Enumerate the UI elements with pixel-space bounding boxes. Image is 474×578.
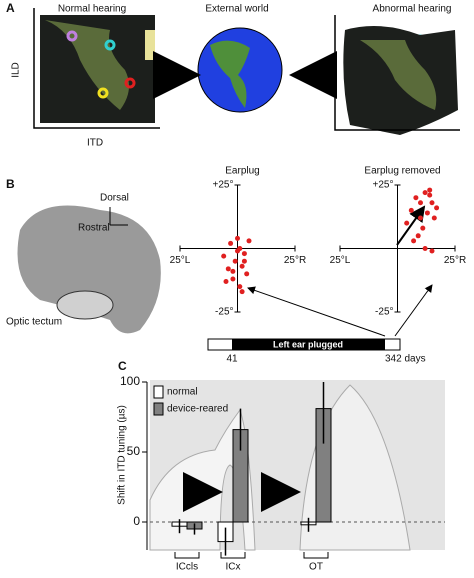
point [422, 190, 428, 196]
tectum [56, 290, 114, 320]
point [427, 187, 433, 193]
legend-label: normal [167, 387, 198, 398]
point [413, 195, 419, 201]
brain [17, 205, 161, 334]
point [429, 200, 435, 206]
land [360, 40, 437, 110]
y-tick-label: 0 [133, 514, 140, 528]
x-tick-label: 25°R [284, 255, 306, 266]
point [424, 210, 430, 216]
arrow [394, 284, 433, 337]
axis-label: ITD [87, 138, 103, 149]
arrow [247, 286, 386, 337]
axis-label: ILD [11, 62, 22, 78]
point [223, 279, 229, 285]
point [228, 240, 234, 246]
label: Optic tectum [6, 317, 62, 328]
point [241, 258, 247, 264]
axis [33, 8, 160, 129]
point [411, 238, 417, 244]
point [427, 192, 433, 198]
point [434, 205, 440, 211]
panel-title: Abnormal hearing [373, 4, 452, 15]
point [225, 266, 231, 272]
point [237, 246, 243, 251]
y-tick-label: 100 [120, 374, 140, 388]
arrow [396, 205, 426, 246]
orientation [109, 207, 128, 226]
x-tick-label: 25°L [170, 255, 191, 266]
x-tick-label: 25°L [330, 255, 351, 266]
point [418, 215, 423, 221]
y-axis-label: Shift in ITD tuning (µs) [117, 405, 128, 505]
point [246, 238, 252, 244]
panel-title: External world [205, 4, 268, 15]
point [418, 200, 423, 206]
x-tick-label: OT [309, 562, 323, 573]
panel-title: Normal hearing [58, 4, 126, 15]
point [408, 207, 414, 213]
point [230, 276, 236, 282]
point [221, 253, 227, 259]
category-bracket [174, 552, 200, 559]
point [239, 263, 245, 269]
point [239, 289, 245, 295]
chart-title: Earplug [225, 166, 259, 177]
legend-swatch [153, 402, 164, 416]
x-tick-label: 25°R [444, 255, 466, 266]
point [237, 284, 243, 290]
category-bracket [303, 552, 329, 559]
y-tick-label: 50 [127, 444, 141, 458]
point [404, 220, 410, 226]
panel-letter: C [118, 359, 127, 373]
timeline-plug [232, 339, 385, 350]
point [422, 246, 428, 251]
x-tick-label: ICcls [176, 562, 198, 573]
panel-letter: A [6, 1, 15, 15]
point [420, 225, 426, 231]
point [415, 233, 421, 239]
point [431, 215, 437, 221]
y-tick-label: +25° [213, 180, 234, 191]
timeline-start: 41 [226, 354, 238, 365]
timeline-label: Left ear plugged [273, 339, 343, 349]
point [429, 248, 435, 254]
chart-title: Earplug removed [364, 166, 440, 177]
legend-swatch [153, 385, 164, 399]
land [210, 40, 250, 108]
x-tick-label: ICx [226, 562, 241, 573]
legend-label: device-reared [167, 404, 228, 415]
point [244, 271, 250, 277]
timeline-end: 342 days [385, 354, 426, 365]
y-tick-label: -25° [375, 307, 393, 318]
y-tick-label: -25° [215, 307, 233, 318]
y-tick-label: +25° [373, 180, 394, 191]
point [241, 251, 247, 257]
label: Dorsal [100, 193, 129, 204]
panel-letter: B [6, 177, 15, 191]
land [145, 30, 155, 60]
point [235, 235, 240, 241]
point [230, 268, 236, 274]
label: Rostral [78, 223, 110, 234]
point [232, 258, 238, 264]
category-bracket [220, 552, 246, 559]
